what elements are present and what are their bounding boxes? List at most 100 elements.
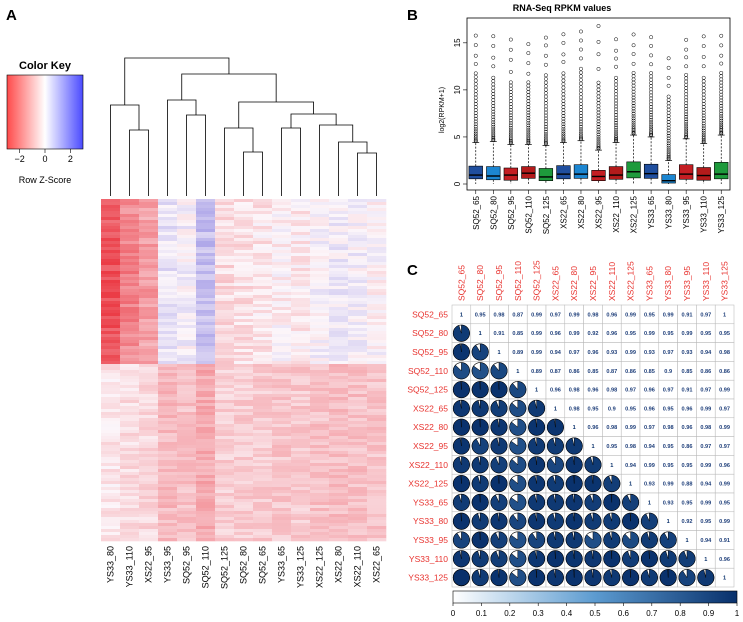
heatmap-cell [101,505,121,509]
boxplot-outlier [631,126,636,131]
heatmap-cell [139,487,159,491]
heatmap-cell [310,373,330,377]
heatmap-cell [196,514,216,518]
heatmap-cell [329,241,349,245]
heatmap-cell [329,346,349,350]
heatmap-cell [139,235,159,239]
heatmap-cell [120,382,140,386]
boxplot-outlier [526,113,531,118]
heatmap-cell [291,478,311,482]
boxplot-outlier [473,43,478,48]
heatmap-cell [101,424,121,428]
boxplot-outlier [526,123,531,128]
heatmap-cell [367,406,387,410]
heatmap-cell [234,349,254,353]
heatmap-cell [348,448,368,452]
boxplot-outlier [631,32,636,37]
heatmap-cell [101,526,121,530]
heatmap-cell [101,268,121,272]
heatmap-cell [367,277,387,281]
heatmap-cell [310,445,330,449]
heatmap-cell [139,517,159,521]
heatmap-cell [348,517,368,521]
heatmap-cell [215,433,235,437]
heatmap-cell [272,217,292,221]
heatmap-cell [234,262,254,266]
heatmap-cell [101,274,121,278]
heatmap-cell [310,304,330,308]
heatmap-cell [139,469,159,473]
boxplot-outlier [719,116,724,121]
heatmap-cell [234,289,254,293]
heatmap-cell [158,466,178,470]
heatmap-cell [215,334,235,338]
heatmap-cell [120,205,140,209]
heatmap-cell [310,325,330,329]
heatmap-cell [272,499,292,503]
boxplot-outlier [561,124,566,129]
boxplot-outlier [491,131,496,136]
corr-col-label: XS22_80 [569,266,579,301]
heatmap-cell [158,298,178,302]
heatmap-cell [291,391,311,395]
heatmap-cell [272,412,292,416]
boxplot-outlier [526,135,531,140]
heatmap-cell [348,481,368,485]
heatmap-cell [158,517,178,521]
boxplot-outlier [614,115,618,120]
boxplot-outlier [543,101,548,106]
heatmap-cell [177,253,197,257]
heatmap-cell [272,355,292,359]
heatmap-cell [215,466,235,470]
boxplot-x-label: XS22_95 [595,195,604,228]
heatmap-cell [101,391,121,395]
heatmap-cell [329,367,349,371]
heatmap-cell [158,511,178,515]
heatmap-cell [101,256,121,260]
heatmap-cell [348,343,368,347]
corr-value: 0.93 [644,482,655,488]
heatmap-cell [196,226,216,230]
heatmap-cell [215,385,235,389]
heatmap-cell [177,202,197,206]
heatmap-cell [367,400,387,404]
heatmap-cell [272,238,292,242]
boxplot-outlier [543,129,548,134]
boxplot-outlier [491,137,496,142]
heatmap-cell [253,205,273,209]
panel-label-c: C [407,262,418,279]
heatmap-cell [272,295,292,299]
heatmap-cell [196,259,216,263]
heatmap-cell [253,253,273,257]
boxplot-series [503,37,518,184]
heatmap-cell [272,523,292,527]
heatmap-cell [253,511,273,515]
heatmap-cell [253,325,273,329]
corr-value: 0.95 [475,312,486,318]
heatmap-cell [272,274,292,278]
heatmap-cell [367,265,387,269]
heatmap-cell [101,322,121,326]
heatmap-cell [329,496,349,500]
boxplot-outlier [579,66,583,71]
boxplot-outlier [543,77,548,81]
heatmap-cell [310,517,330,521]
boxplot-outlier [719,129,724,134]
heatmap-cell [177,463,197,467]
heatmap-cell [253,277,273,281]
heatmap-cell [348,352,368,356]
heatmap-cell [196,337,216,341]
heatmap-cell [348,268,368,272]
boxplot-outlier [491,88,496,93]
heatmap-cell [253,280,273,284]
boxplot-outlier [614,113,618,117]
boxplot-outlier [631,114,636,118]
heatmap-cell [348,232,368,236]
heatmap-cell [272,202,292,206]
heatmap-cell [253,262,273,266]
heatmap-cell [253,274,273,278]
heatmap-cell [177,397,197,401]
heatmap-cell [291,361,311,365]
heatmap-cell [329,277,349,281]
heatmap-cell [329,385,349,389]
